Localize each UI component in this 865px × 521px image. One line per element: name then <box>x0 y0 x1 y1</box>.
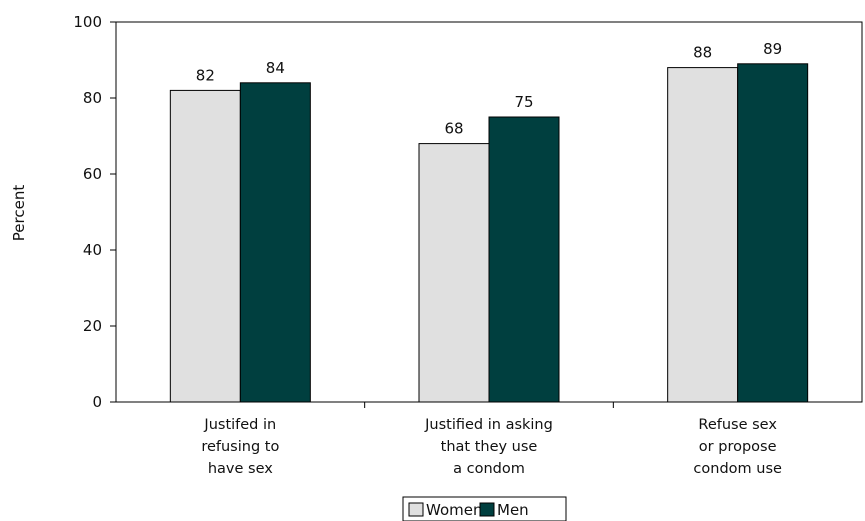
y-axis-label: Percent <box>10 185 28 242</box>
y-tick-label: 40 <box>83 241 102 259</box>
bar-women <box>667 67 739 403</box>
x-tick-label: have sex <box>208 461 273 477</box>
bar-men <box>488 116 560 403</box>
y-tick-label: 80 <box>83 89 102 107</box>
x-tick-label: Refuse sex <box>698 417 777 433</box>
x-tick-label: that they use <box>441 439 538 455</box>
legend-label: Women <box>426 501 482 519</box>
bar-women <box>418 143 490 403</box>
x-tick-label: or propose <box>699 439 777 455</box>
bar-women <box>169 89 241 403</box>
legend-label: Men <box>497 501 529 519</box>
data-label: 82 <box>196 66 215 84</box>
legend-swatch <box>479 502 495 517</box>
data-label: 75 <box>514 93 533 111</box>
x-tick-label: condom use <box>693 461 782 477</box>
legend-swatch <box>408 502 424 517</box>
x-tick-label: refusing to <box>201 439 279 455</box>
y-tick-label: 60 <box>83 165 102 183</box>
y-tick-label: 20 <box>83 317 102 335</box>
bar-men <box>239 82 311 403</box>
bar-men <box>737 63 809 403</box>
y-tick-label: 100 <box>73 13 102 31</box>
y-tick-label: 0 <box>92 393 102 411</box>
data-label: 84 <box>266 59 285 77</box>
plot-area: 0 20 40 60 80 100 82 84 Justifed in refusing to ha… <box>73 13 863 477</box>
data-label: 88 <box>693 44 712 62</box>
x-tick-label: a condom <box>453 461 525 477</box>
data-label: 89 <box>763 40 782 58</box>
x-tick-label: Justified in asking <box>424 417 553 433</box>
legend: Women Men <box>402 496 567 521</box>
data-label: 68 <box>444 120 463 138</box>
x-tick-label: Justifed in <box>203 417 276 433</box>
